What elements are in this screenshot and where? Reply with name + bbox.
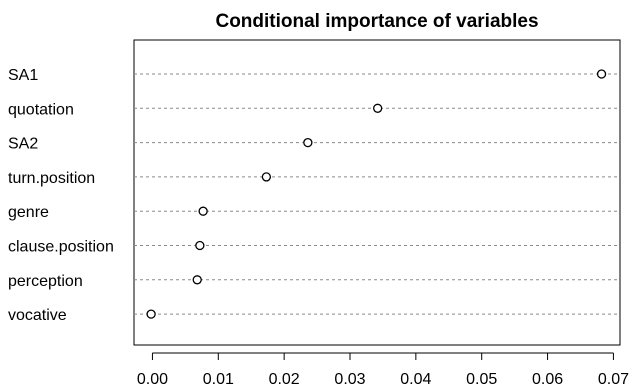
category-label: clause.position (8, 239, 114, 256)
category-label: SA1 (8, 67, 38, 84)
category-label: quotation (8, 101, 74, 118)
guide-lines (134, 73, 620, 315)
x-axis-ticks (151, 353, 614, 360)
data-point (146, 309, 156, 319)
x-tick-label: 0.01 (203, 371, 234, 388)
category-label: vocative (8, 307, 67, 324)
chart-title: Conditional importance of variables (215, 11, 538, 32)
category-label: turn.position (8, 170, 95, 187)
data-point (596, 69, 607, 79)
category-label: SA2 (8, 136, 38, 153)
category-labels: SA1 quotation SA2 turn.position genre clause.… (8, 67, 114, 324)
category-label: genre (8, 204, 49, 221)
x-tick-label: 0.00 (137, 371, 168, 388)
data-point (198, 206, 208, 216)
data-point (373, 103, 383, 113)
x-tick-label: 0.07 (598, 371, 629, 388)
x-tick-label: 0.04 (400, 371, 431, 388)
category-label: perception (8, 273, 83, 290)
x-tick-label: 0.02 (269, 371, 300, 388)
data-points (146, 69, 607, 319)
plot-frame (133, 39, 621, 346)
data-point (192, 275, 202, 285)
x-tick-label: 0.06 (532, 371, 563, 388)
data-point (303, 137, 313, 148)
x-tick-label: 0.05 (466, 371, 497, 388)
data-point (195, 240, 205, 251)
x-tick-label: 0.03 (334, 371, 365, 388)
data-point (261, 172, 272, 182)
x-axis-tick-labels: 0.00 0.01 0.02 0.03 0.04 0.05 0.06 0.07 (137, 371, 629, 388)
